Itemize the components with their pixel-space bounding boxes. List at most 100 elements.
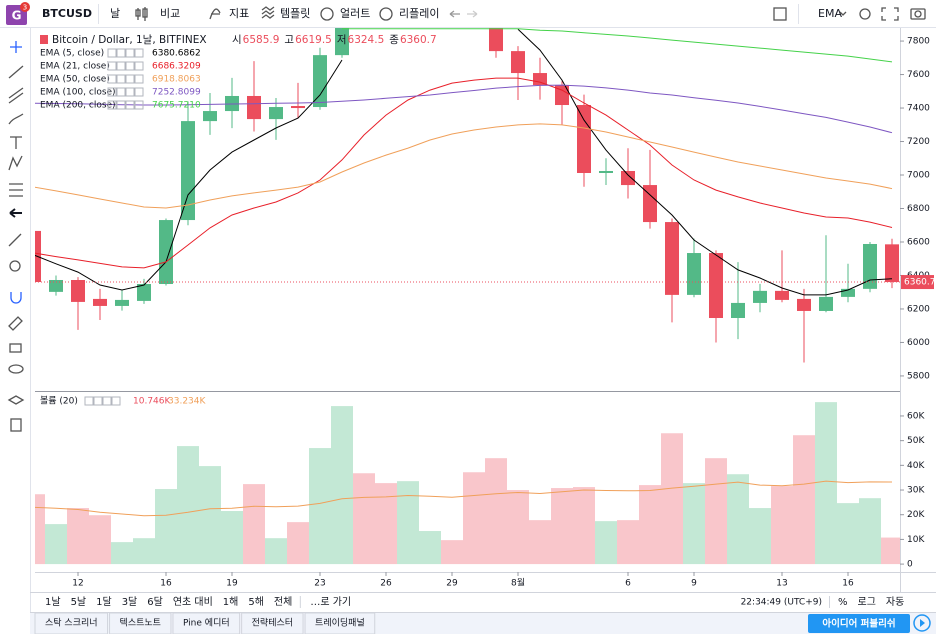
ohlc-label: 종 [389,34,399,46]
symbol[interactable]: BTCUSD [42,7,92,20]
candle-body [753,290,767,303]
ohlc-value: 6360.7 [400,34,437,46]
x-tick-label: 23 [314,579,325,589]
range-button[interactable]: 6달 [147,596,163,608]
brush-tool[interactable] [8,113,24,125]
legend-button[interactable] [125,61,135,71]
volume-bar [529,520,551,565]
legend-button[interactable] [134,61,144,71]
legend-button[interactable] [93,396,103,406]
back-tool[interactable] [9,208,22,218]
play-button[interactable] [913,614,931,632]
range-button[interactable]: 연초 대비 [173,596,213,608]
legend-button[interactable] [134,74,144,84]
x-tick-label: 16 [842,579,854,589]
crosshair-tool[interactable] [10,41,22,53]
legend-button[interactable] [134,87,144,97]
square-icon[interactable] [773,7,787,21]
volume-bar [815,402,837,565]
lock-tool[interactable] [9,343,22,353]
bottom-tab[interactable]: 트레이딩패널 [315,618,365,629]
interval[interactable]: 날 [110,7,120,20]
legend-button[interactable] [116,74,126,84]
legend-button[interactable] [125,87,135,97]
legend-button[interactable] [116,87,126,97]
legend-button[interactable] [125,74,135,84]
replay[interactable]: 리플레이 [399,7,439,20]
volume-bar [375,483,397,565]
legend-button[interactable] [125,100,135,110]
range-button[interactable]: 1달 [96,596,112,608]
overlay: Bitcoin / Dollar, 1날, BITFINEX EMA (5, c… [40,34,437,407]
x-tick-label: 16 [160,579,172,589]
range-button[interactable]: 1날 [45,596,61,608]
volume-bar [661,433,683,565]
projection-tool[interactable] [9,183,23,197]
magnet-tool[interactable] [10,292,22,304]
legend-button[interactable] [116,100,126,110]
legend-button[interactable] [107,87,117,97]
bottom-tab[interactable]: 스탁 스크리너 [45,617,98,629]
bottom-tab[interactable]: Pine 에디터 [183,618,230,629]
ema-line [35,84,893,134]
snapshot[interactable] [910,8,926,20]
candle-body [797,298,811,311]
legend-button[interactable] [102,396,112,406]
range-button[interactable]: 5해 [248,595,264,608]
y-tick-label: 6200 [907,304,930,314]
bottom-tab[interactable]: 텍스트노트 [120,618,161,629]
legend-button[interactable] [107,48,117,58]
range-button[interactable]: 1해 [223,595,239,608]
indicators[interactable]: 지표 [229,7,249,20]
x-tick-label: 6 [625,579,631,589]
indicator-template[interactable]: EMA [818,7,842,20]
legend-button[interactable] [107,100,117,110]
range-button[interactable]: 5날 [71,596,87,608]
redo[interactable] [467,10,478,18]
legend-button[interactable] [134,48,144,58]
bottom-tab-frame [241,612,304,634]
publish-button[interactable] [808,614,910,633]
lock-drawing-tool[interactable] [8,316,23,331]
scale-option[interactable]: % [838,597,848,608]
visibility-tool[interactable] [8,364,24,374]
delete-tool[interactable] [10,418,22,432]
compare[interactable]: 비교 [160,7,180,20]
scale-option[interactable]: 로그 [858,597,876,608]
layers-tool[interactable] [7,395,25,405]
dropdown[interactable] [839,11,847,16]
fullscreen[interactable] [881,7,899,21]
ema-legend-value: 6918.8063 [152,75,201,85]
alert[interactable]: 얼러트 [340,6,370,20]
legend-button[interactable] [107,61,117,71]
badge [20,2,30,12]
trend-line-tool[interactable] [8,65,24,79]
candle-body [313,55,327,108]
pattern-tool[interactable] [8,155,23,171]
undo[interactable] [449,10,460,18]
legend-button[interactable] [116,48,126,58]
zoom-tool[interactable] [9,260,21,272]
fib-tool[interactable] [8,87,24,104]
templates[interactable]: 템플릿 [280,7,310,20]
text-tool[interactable] [10,136,22,149]
goto-button[interactable]: …로 가기 [310,596,351,608]
range-button[interactable]: 3달 [122,596,138,608]
settings[interactable] [859,8,871,20]
legend-button[interactable] [84,396,94,406]
candle-body [93,298,107,306]
chart-type-icon[interactable] [135,7,148,21]
legend-button[interactable] [125,48,135,58]
volume-y-tick-label: 40K [907,461,925,471]
ema-line [35,123,893,209]
legend-button[interactable] [107,74,117,84]
legend-button[interactable] [134,100,144,110]
scale-option[interactable]: 자동 [886,596,904,608]
ruler-tool[interactable] [8,233,22,247]
legend-button[interactable] [116,61,126,71]
range-button[interactable]: 전체 [274,596,292,608]
candle-body [621,170,635,186]
legend-button[interactable] [111,396,121,406]
bottom-tab[interactable]: 전략테스터 [252,617,293,629]
candle-body [269,107,283,120]
